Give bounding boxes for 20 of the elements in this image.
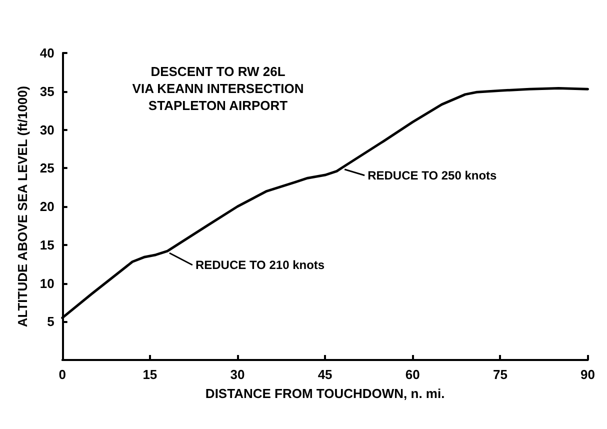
x-tick-label: 45 bbox=[318, 367, 332, 382]
text: DESCENT TO RW 26L VIA KEANN INTERSECTION STAPLETON AIRPORT bbox=[132, 64, 304, 113]
x-tick-label: 0 bbox=[58, 367, 66, 382]
y-tick-label: 25 bbox=[40, 160, 54, 176]
y-tick-label: 10 bbox=[40, 276, 54, 291]
y-tick-label: 5 bbox=[47, 314, 54, 330]
x-tick-label: 60 bbox=[405, 367, 420, 382]
y-tick-label: 40 bbox=[40, 46, 54, 60]
x-tick-label: 75 bbox=[492, 367, 508, 382]
x-tick-label: 90 bbox=[580, 367, 596, 382]
y-axis-title: ALTITUDE ABOVE SEA LEVEL (ft/1000) bbox=[15, 86, 30, 328]
x-tick-label: 30 bbox=[230, 367, 245, 382]
x-axis-title: DISTANCE FROM TOUCHDOWN, n. mi. bbox=[205, 386, 445, 401]
y-tick-label: 30 bbox=[40, 122, 54, 138]
y-tick-label: 15 bbox=[40, 237, 54, 252]
annotation: REDUCE TO 250 knots bbox=[368, 168, 498, 182]
annotation: REDUCE TO 210 knots bbox=[195, 258, 325, 272]
x-tick-label: 15 bbox=[142, 367, 158, 382]
y-tick-label: 35 bbox=[40, 84, 54, 99]
y-tick-label: 20 bbox=[40, 199, 54, 214]
